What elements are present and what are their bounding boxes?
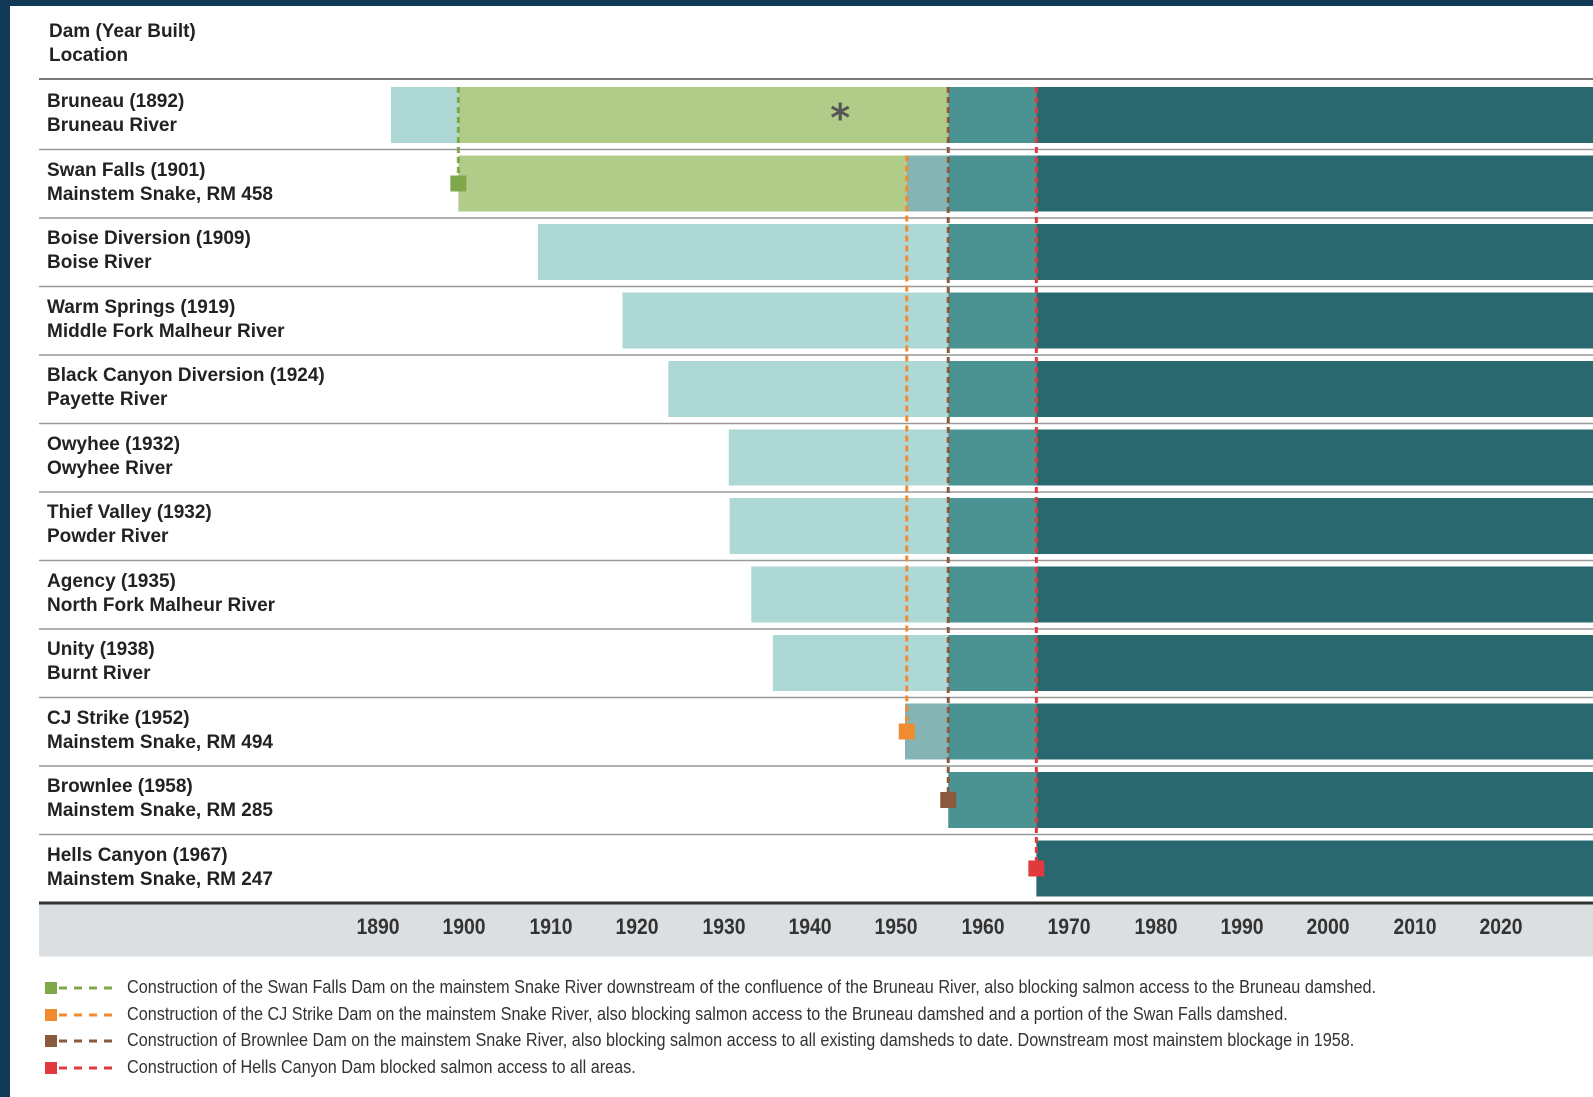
bar-segment-grey	[906, 155, 949, 212]
dam-location-label: Payette River	[47, 389, 168, 410]
bar-segment-green	[458, 155, 907, 212]
legend-text: Construction of Brownlee Dam on the main…	[127, 1030, 1355, 1050]
dam-name-label: Bruneau (1892)	[47, 91, 185, 112]
bar-segment-mid	[948, 635, 1037, 691]
legend-text: Construction of Hells Canyon Dam blocked…	[127, 1056, 636, 1077]
column-header-dam: Dam (Year Built)	[49, 21, 196, 42]
chart-panel: * Dam (Year Built) Location Bruneau (189…	[10, 6, 1593, 1097]
x-tick-label: 1930	[702, 914, 746, 939]
bar-segment-dark	[1036, 292, 1593, 349]
x-tick-label: 1900	[442, 914, 486, 939]
dam-location-label: Burnt River	[47, 663, 151, 684]
x-tick-label: 1940	[788, 914, 832, 939]
bar-segment-light	[537, 224, 949, 280]
bar-segment-light	[729, 498, 949, 554]
bar-segment-light	[728, 429, 949, 486]
bar-segment-light	[751, 566, 949, 623]
bar-segment-light	[390, 87, 459, 143]
x-tick-label: 1890	[356, 914, 400, 939]
x-tick-label: 1920	[615, 914, 659, 939]
x-tick-label: 1970	[1047, 914, 1091, 939]
dam-location-label: North Fork Malheur River	[47, 594, 276, 616]
bar-segment-mid	[948, 224, 1037, 280]
dam-location-label: Owyhee River	[47, 457, 173, 479]
legend-swatch	[45, 982, 57, 994]
legend-item-orange: Construction of the CJ Strike Dam on the…	[45, 1004, 1585, 1026]
legend-swatch	[45, 1061, 57, 1074]
bar-segment-mid	[948, 361, 1037, 417]
bar-segment-green	[458, 87, 949, 143]
dam-name-label: Agency (1935)	[47, 570, 176, 592]
dam-name-label: Thief Valley (1932)	[47, 502, 212, 523]
blockage-marker-green	[450, 175, 467, 192]
x-tick-label: 1950	[874, 914, 918, 939]
legend-key-brown	[45, 1035, 115, 1047]
blockage-marker-brown	[940, 792, 957, 808]
dam-location-label: Boise River	[47, 252, 152, 273]
legend-item-red: Construction of Hells Canyon Dam blocked…	[45, 1057, 1585, 1079]
legend-key-red	[45, 1061, 115, 1074]
bar-segment-dark	[1036, 635, 1593, 691]
bar-segment-light	[772, 635, 949, 691]
bar-segment-dark	[1036, 498, 1593, 554]
x-tick-label: 1960	[961, 914, 1005, 939]
legend-swatch	[45, 1008, 57, 1021]
blockage-marker-orange	[898, 723, 915, 740]
legend-text: Construction of the Swan Falls Dam on th…	[127, 977, 1376, 997]
legend-item-brown: Construction of Brownlee Dam on the main…	[45, 1030, 1585, 1052]
legend-key-green	[45, 982, 115, 994]
bar-segment-mid	[948, 87, 1037, 143]
x-tick-label: 1980	[1134, 914, 1178, 939]
bar-segment-dark	[1036, 772, 1593, 828]
legend-key-orange	[45, 1008, 115, 1021]
legend-text: Construction of the CJ Strike Dam on the…	[127, 1003, 1288, 1024]
dam-name-label: Owyhee (1932)	[47, 433, 181, 455]
dam-name-label: Warm Springs (1919)	[47, 296, 236, 318]
legend-swatch	[45, 1035, 57, 1047]
dam-name-label: Black Canyon Diversion (1924)	[47, 365, 325, 386]
column-header-location: Location	[49, 45, 129, 66]
bar-segment-dark	[1036, 87, 1593, 143]
bar-segment-dark	[1036, 361, 1593, 417]
bar-segment-dark	[1036, 429, 1593, 486]
bar-segment-light	[622, 292, 949, 349]
dam-location-label: Mainstem Snake, RM 494	[47, 731, 273, 753]
x-tick-label: 1910	[529, 914, 573, 939]
dam-name-label: Boise Diversion (1909)	[47, 228, 251, 249]
bar-segment-dark	[1036, 840, 1593, 897]
bar-segment-dark	[1036, 703, 1593, 760]
bar-segment-dark	[1036, 155, 1593, 212]
bar-segment-mid	[948, 772, 1037, 828]
dam-location-label: Bruneau River	[47, 115, 177, 136]
legend-item-green: Construction of the Swan Falls Dam on th…	[45, 977, 1585, 999]
dam-location-label: Mainstem Snake, RM 247	[47, 868, 273, 890]
dam-name-label: Hells Canyon (1967)	[47, 844, 228, 866]
dam-name-label: Unity (1938)	[47, 639, 155, 660]
dam-name-label: Brownlee (1958)	[47, 776, 193, 797]
bar-segment-mid	[948, 429, 1037, 486]
asterisk-note: *	[830, 96, 850, 140]
dam-location-label: Middle Fork Malheur River	[47, 320, 285, 342]
x-tick-label: 2020	[1479, 914, 1523, 939]
bar-segment-dark	[1036, 224, 1593, 280]
x-tick-label: 2010	[1393, 914, 1437, 939]
dam-name-label: CJ Strike (1952)	[47, 707, 190, 729]
bar-segment-light	[668, 361, 949, 417]
dam-location-label: Mainstem Snake, RM 458	[47, 183, 273, 205]
bar-segment-mid	[948, 155, 1037, 212]
bar-segment-mid	[948, 566, 1037, 623]
bar-segment-dark	[1036, 566, 1593, 623]
x-tick-label: 1990	[1220, 914, 1264, 939]
dam-location-label: Mainstem Snake, RM 285	[47, 800, 273, 821]
bar-segment-mid	[948, 703, 1037, 760]
dam-name-label: Swan Falls (1901)	[47, 159, 206, 181]
blockage-marker-red	[1028, 860, 1045, 877]
x-tick-label: 2000	[1306, 914, 1350, 939]
bar-segment-mid	[948, 292, 1037, 349]
dam-location-label: Powder River	[47, 526, 169, 547]
x-axis-band	[39, 904, 1593, 957]
bar-segment-mid	[948, 498, 1037, 554]
timeline-chart: *	[39, 78, 1593, 957]
